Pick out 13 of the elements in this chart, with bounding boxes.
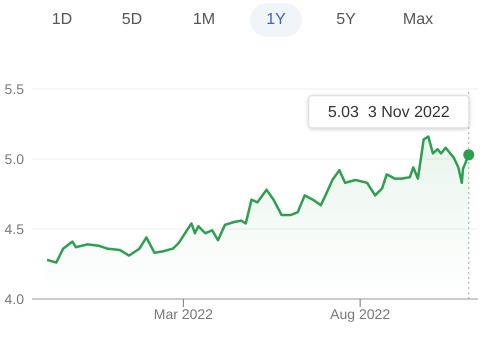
text: 1D: [50, 10, 74, 30]
annotation: 5.03 3 Nov 2022: [328, 104, 450, 121]
x-tick-label: Mar 2022: [154, 306, 214, 322]
y-tick-label: 4.5: [4, 220, 24, 237]
text: 1Y: [250, 3, 302, 37]
y-tick-label: 5.0: [4, 150, 24, 167]
text: Max: [402, 10, 434, 30]
text: 5Y: [335, 10, 357, 30]
text: 5D: [120, 10, 144, 30]
text: 1M: [192, 10, 216, 30]
x-tick-label: Aug 2022: [330, 306, 390, 322]
y-tick-label: 4.0: [4, 290, 24, 307]
y-tick-label: 5.5: [4, 80, 24, 97]
